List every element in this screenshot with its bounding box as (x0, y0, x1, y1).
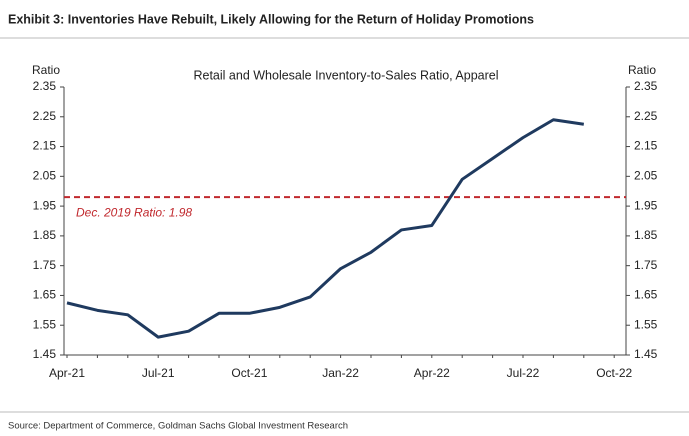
y-tick-label: 1.85 (33, 228, 57, 242)
y-tick-label: 1.55 (33, 317, 57, 331)
x-tick-label: Jan-22 (322, 366, 359, 380)
y2-tick-label: 1.75 (634, 258, 658, 272)
y-tick-label: 1.45 (33, 347, 57, 361)
source: Source: Department of Commerce, Goldman … (8, 421, 348, 432)
y2-axis-label: Ratio (628, 63, 656, 77)
y-tick-label: 1.65 (33, 288, 57, 302)
y2-tick-label: 1.95 (634, 198, 658, 212)
y2-tick-label: 2.15 (634, 139, 658, 153)
y-tick-label: 2.25 (33, 109, 57, 123)
y2-tick-label: 2.35 (634, 79, 658, 93)
chart-subtitle: Retail and Wholesale Inventory-to-Sales … (193, 68, 498, 82)
y2-tick-label: 1.55 (634, 317, 658, 331)
y-tick-label: 2.15 (33, 139, 57, 153)
y-tick-label: 1.75 (33, 258, 57, 272)
y2-tick-label: 1.65 (634, 288, 658, 302)
y2-tick-label: 2.25 (634, 109, 658, 123)
x-tick-label: Jul-22 (507, 366, 540, 380)
y-tick-label: 2.05 (33, 169, 57, 183)
y-tick-label: 2.35 (33, 79, 57, 93)
y-tick-label: 1.95 (33, 198, 57, 212)
x-tick-label: Apr-22 (414, 366, 450, 380)
x-tick-label: Apr-21 (49, 366, 85, 380)
reference-label: Dec. 2019 Ratio: 1.98 (76, 205, 192, 219)
y-axis-label: Ratio (32, 63, 60, 77)
y2-tick-label: 1.45 (634, 347, 658, 361)
y2-tick-label: 2.05 (634, 169, 658, 183)
x-tick-label: Oct-22 (596, 366, 632, 380)
y2-tick-label: 1.85 (634, 228, 658, 242)
series-line (66, 118, 585, 339)
chart-title: Exhibit 3: Inventories Have Rebuilt, Lik… (8, 12, 534, 26)
x-tick-label: Oct-21 (231, 366, 267, 380)
x-tick-label: Jul-21 (142, 366, 175, 380)
